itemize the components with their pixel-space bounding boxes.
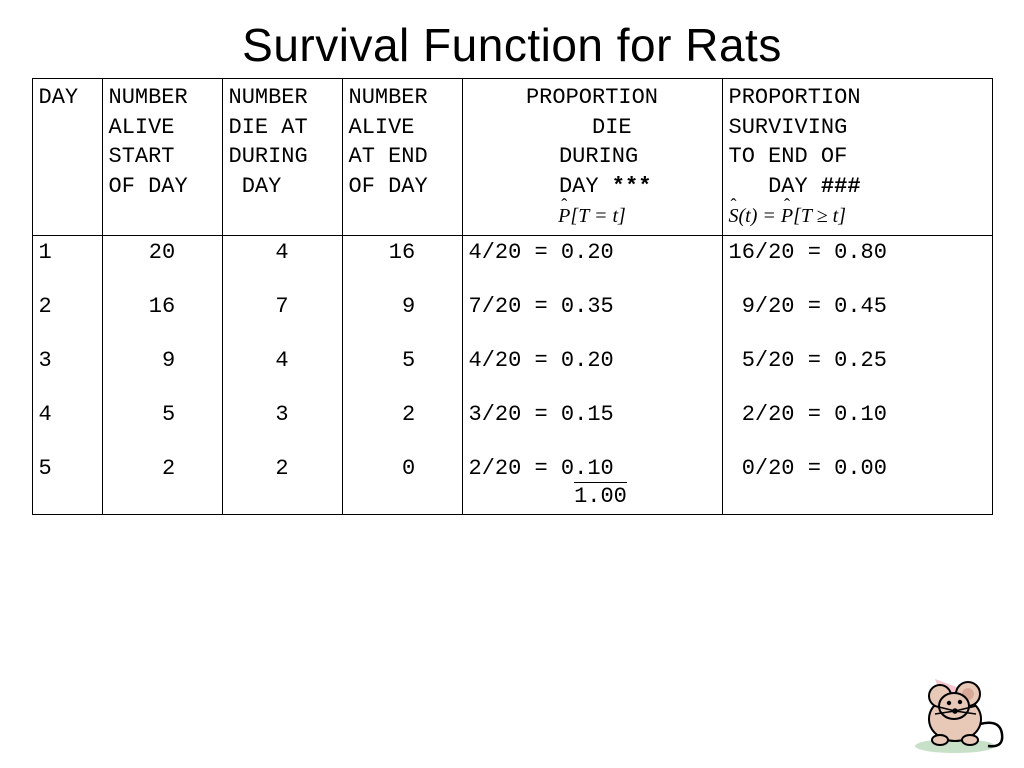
slide: Survival Function for Rats DAY NUMBER AL…: [0, 0, 1024, 768]
val: 0: [349, 456, 456, 510]
hdr: AT END: [349, 144, 428, 169]
val: 3: [39, 348, 96, 402]
val: 5: [39, 456, 96, 510]
val: 2: [349, 402, 456, 456]
hdr: DAY: [729, 174, 821, 199]
hdr-mark: ###: [821, 174, 861, 199]
hdr: DURING: [229, 144, 308, 169]
val: 2: [229, 456, 336, 510]
val: 4: [229, 240, 336, 294]
val: 7: [229, 294, 336, 348]
val: 20: [109, 240, 216, 294]
val: 0/20 = 0.00: [729, 456, 986, 510]
val: 16/20 = 0.80: [729, 240, 986, 294]
col-header-alive-end: NUMBER ALIVE AT END OF DAY: [342, 79, 462, 236]
val: 2/20 = 0.10 1.00: [469, 456, 716, 510]
cell-prop-die: 4/20 = 0.20 7/20 = 0.35 4/20 = 0.20 3/20…: [462, 236, 722, 514]
hdr: DURING: [546, 144, 638, 169]
val: 1: [39, 240, 96, 294]
val: 5/20 = 0.25: [729, 348, 986, 402]
val: 16: [109, 294, 216, 348]
v: 2/20 = 0.10: [469, 456, 614, 482]
hdr: DAY: [533, 174, 612, 199]
val: 3/20 = 0.15: [469, 402, 716, 456]
cell-alive-end: 16 9 5 2 0: [342, 236, 462, 514]
hdr: NUMBER: [109, 85, 188, 110]
hdr: PROPORTION: [729, 85, 861, 110]
formula-shat: S(t) = P[T ≥ t]: [729, 205, 847, 227]
table-header-row: DAY NUMBER ALIVE START OF DAY NUMBER DIE…: [32, 79, 992, 236]
val: 9: [349, 294, 456, 348]
val: 16: [349, 240, 456, 294]
cell-day: 1 2 3 4 5: [32, 236, 102, 514]
hdr: OF DAY: [109, 174, 188, 199]
hdr: DAY: [39, 85, 79, 110]
val: 4/20 = 0.20: [469, 348, 716, 402]
cell-prop-surv: 16/20 = 0.80 9/20 = 0.45 5/20 = 0.25 2/2…: [722, 236, 992, 514]
page-title: Survival Function for Rats: [0, 0, 1024, 78]
hdr-mark: ***: [612, 174, 652, 199]
val: 4: [39, 402, 96, 456]
val: 2/20 = 0.10: [729, 402, 986, 456]
formula-phat: P[T = t]: [558, 205, 626, 227]
hdr: NUMBER: [229, 85, 308, 110]
hdr: SURVIVING: [729, 115, 848, 140]
hdr: OF DAY: [349, 174, 428, 199]
col-header-die: NUMBER DIE AT DURING DAY: [222, 79, 342, 236]
hdr: DAY: [229, 174, 282, 199]
val: 3: [229, 402, 336, 456]
mouse-icon: [900, 664, 1010, 754]
val: 4/20 = 0.20: [469, 240, 716, 294]
hdr: TO END OF: [729, 144, 848, 169]
val: 2: [109, 456, 216, 510]
cell-die: 4 7 4 3 2: [222, 236, 342, 514]
hdr: DIE: [552, 115, 631, 140]
col-header-prop-die: PROPORTION DIE DURING DAY *** P[T = t]: [462, 79, 722, 236]
col-header-day: DAY: [32, 79, 102, 236]
val: 2: [39, 294, 96, 348]
hdr: NUMBER: [349, 85, 428, 110]
val: 4: [229, 348, 336, 402]
val: 7/20 = 0.35: [469, 294, 716, 348]
hdr: PROPORTION: [526, 85, 658, 110]
survival-table: DAY NUMBER ALIVE START OF DAY NUMBER DIE…: [32, 78, 993, 515]
hdr: DIE AT: [229, 115, 308, 140]
sum: 1.00: [574, 482, 627, 510]
hdr: ALIVE: [109, 115, 175, 140]
col-header-prop-surv: PROPORTION SURVIVING TO END OF DAY ### S…: [722, 79, 992, 236]
val: 9: [109, 348, 216, 402]
hdr: ALIVE: [349, 115, 415, 140]
val: 5: [349, 348, 456, 402]
hdr: START: [109, 144, 175, 169]
cell-alive-start: 20 16 9 5 2: [102, 236, 222, 514]
table-body-row: 1 2 3 4 5 20 16 9 5 2 4 7 4 3: [32, 236, 992, 514]
col-header-alive-start: NUMBER ALIVE START OF DAY: [102, 79, 222, 236]
val: 5: [109, 402, 216, 456]
val: 9/20 = 0.45: [729, 294, 986, 348]
